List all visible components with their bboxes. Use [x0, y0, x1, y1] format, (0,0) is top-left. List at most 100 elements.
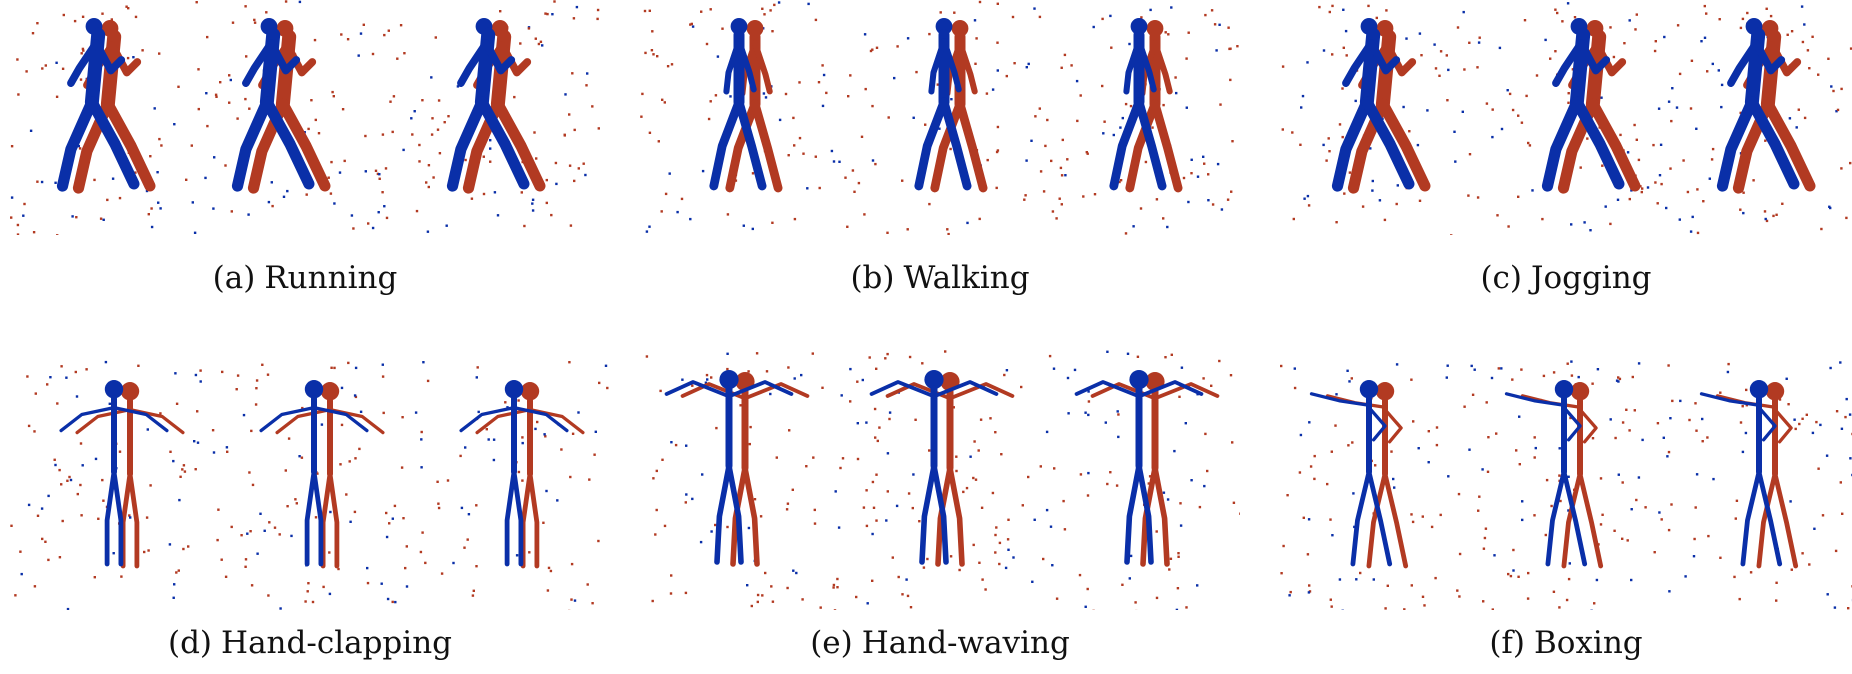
arm-stroke [67, 39, 100, 87]
leg-stroke [1716, 96, 1758, 192]
caption-hand-waving: (e) Hand-waving [640, 625, 1240, 661]
caption-tag: (c) [1480, 260, 1523, 296]
leg-stroke [919, 463, 937, 565]
leg-stroke [1561, 469, 1588, 567]
leg-stroke [1124, 463, 1142, 565]
arm-stroke [312, 405, 369, 433]
panel-hand-clapping: (d) Hand-clapping [10, 360, 610, 670]
leg-stroke [1561, 471, 1583, 569]
panel-boxing: (f) Boxing [1280, 360, 1852, 670]
leg-stroke [492, 98, 546, 192]
head-blob [1359, 380, 1379, 399]
arm-stroke [1699, 392, 1761, 407]
arm-stroke [1593, 41, 1627, 77]
event-frames-walking [640, 0, 1239, 235]
leg-stroke [504, 469, 517, 567]
leg-stroke [102, 98, 156, 192]
arm-stroke [723, 38, 743, 95]
panel-hand-waving: (e) Hand-waving [640, 350, 1240, 670]
caption-tag: (d) [167, 625, 213, 661]
arm-stroke [940, 38, 962, 93]
arm-stroke [242, 39, 275, 87]
arm-stroke [956, 40, 978, 95]
panel-running: (a) Running [10, 0, 600, 300]
arm-stroke [267, 39, 301, 75]
leg-stroke [1746, 96, 1800, 190]
arm-stroke [1773, 407, 1793, 444]
arm-stroke [457, 39, 490, 87]
event-noise [10, 360, 609, 610]
leg-stroke [327, 471, 340, 569]
leg-stroke [1740, 469, 1762, 567]
leg-stroke [935, 465, 953, 567]
leg-stroke [734, 97, 767, 191]
leg-stroke [1125, 99, 1160, 193]
leg-stroke [277, 98, 331, 192]
arm-stroke [1367, 39, 1401, 75]
arm-stroke [1752, 39, 1786, 75]
leg-stroke [947, 465, 965, 567]
arm-stroke [482, 39, 516, 75]
leg-stroke [730, 465, 748, 567]
arm-stroke [498, 41, 532, 77]
leg-stroke [1331, 96, 1373, 192]
head-blob [504, 380, 524, 399]
event-frames-jogging [1281, 2, 1852, 235]
leg-stroke [86, 96, 140, 190]
head-blob [104, 380, 124, 399]
arm-stroke [459, 405, 516, 433]
arm-stroke [1309, 392, 1371, 407]
leg-stroke [1571, 96, 1625, 190]
leg-stroke [1136, 463, 1154, 565]
head-blob [1765, 382, 1785, 401]
arm-stroke [1383, 407, 1403, 444]
head-blob [951, 20, 969, 37]
leg-stroke [446, 96, 488, 192]
arm-stroke [928, 38, 948, 95]
caption-label: Jogging [1531, 260, 1652, 296]
arm-stroke [275, 407, 332, 435]
arm-stroke [1578, 407, 1598, 444]
arm-stroke [512, 405, 569, 433]
leg-stroke [1762, 98, 1816, 192]
leg-stroke [1377, 98, 1431, 192]
arm-stroke [112, 405, 169, 433]
leg-stroke [714, 463, 732, 565]
leg-stroke [1545, 469, 1567, 567]
leg-stroke [725, 99, 760, 193]
arm-stroke [1342, 39, 1375, 87]
caption-label: Running [264, 260, 398, 296]
caption-tag: (f) [1489, 625, 1525, 661]
leg-stroke [304, 469, 317, 567]
head-blob [924, 370, 944, 390]
leg-stroke [231, 96, 273, 192]
head-blob [730, 18, 748, 35]
head-blob [935, 18, 953, 35]
caption-jogging: (c) Jogging [1280, 260, 1852, 296]
event-noise [640, 0, 1239, 235]
arm-stroke [259, 405, 316, 433]
leg-stroke [1756, 469, 1783, 567]
leg-stroke [1366, 469, 1393, 567]
leg-stroke [709, 97, 744, 191]
leg-stroke [955, 99, 988, 193]
leg-stroke [742, 465, 760, 567]
leg-stroke [1109, 97, 1144, 191]
arm-stroke [1135, 38, 1157, 93]
head-blob [1570, 382, 1590, 401]
leg-stroke [1361, 96, 1415, 190]
head-blob [1146, 20, 1164, 37]
head-blob [304, 380, 324, 399]
leg-stroke [527, 471, 540, 569]
leg-stroke [1140, 465, 1158, 567]
head-blob [746, 20, 764, 37]
arm-stroke [475, 407, 532, 435]
leg-stroke [1382, 471, 1409, 569]
panel-jogging: (c) Jogging [1280, 0, 1852, 300]
leg-stroke [726, 463, 744, 565]
arm-stroke [735, 38, 757, 93]
caption-tag: (a) [212, 260, 256, 296]
leg-stroke [930, 99, 965, 193]
arm-stroke [948, 382, 1015, 401]
event-frames-hand-clapping [10, 360, 609, 610]
